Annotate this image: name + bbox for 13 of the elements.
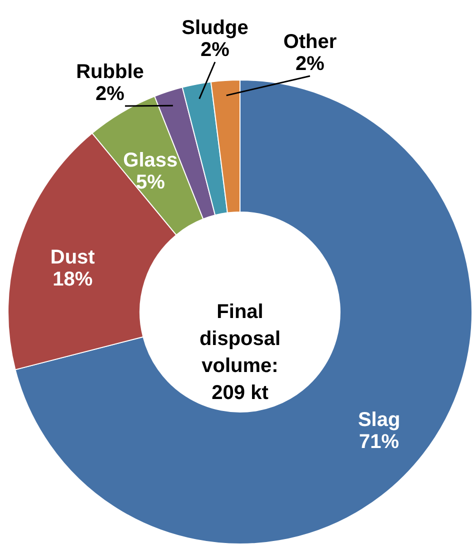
data-label: 5%: [136, 172, 166, 194]
slice-label: Slag: [358, 408, 400, 431]
data-label: 2%: [296, 53, 325, 75]
data-label: 18%: [52, 268, 93, 291]
slice-label: Other: [283, 31, 337, 53]
slice-label: Glass: [123, 150, 178, 172]
slice-label: Rubble: [76, 61, 144, 83]
data-label: 71%: [359, 430, 400, 453]
slice-label: Sludge: [182, 17, 248, 39]
data-label: 2%: [200, 39, 230, 61]
text: Final disposal volume: 209 kt: [199, 301, 281, 404]
slice-label: Dust: [50, 246, 96, 269]
data-label: 2%: [96, 83, 125, 105]
